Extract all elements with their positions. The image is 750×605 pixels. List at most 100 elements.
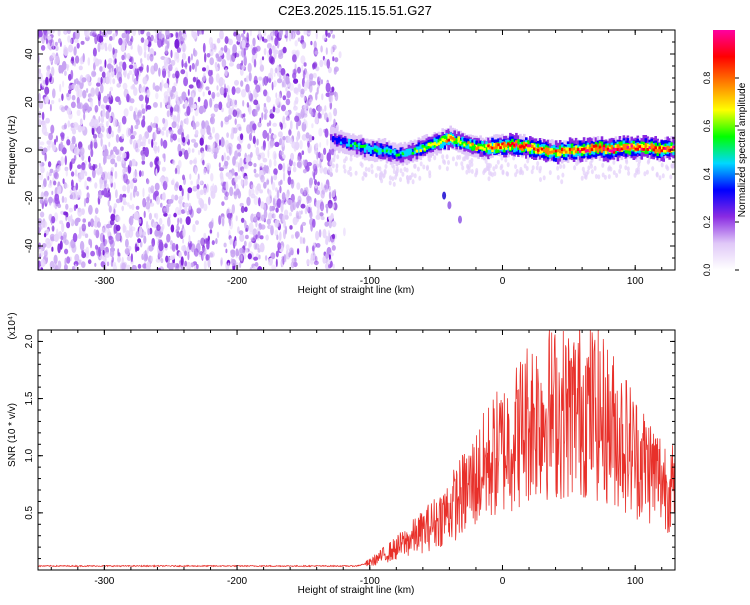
signal-cell <box>515 143 518 147</box>
halo-blob <box>392 181 396 187</box>
noise-blob <box>167 95 171 106</box>
noise-blob <box>137 238 142 244</box>
noise-blob <box>157 145 160 153</box>
halo-blob <box>561 172 565 178</box>
signal-cell <box>345 143 349 147</box>
noise-blob <box>275 258 278 268</box>
noise-blob <box>50 100 55 105</box>
signal-cell <box>513 143 516 147</box>
noise-blob <box>311 136 315 141</box>
signal-cell <box>578 146 582 153</box>
noise-blob <box>289 212 292 217</box>
signal-cell <box>582 147 586 154</box>
noise-blob <box>219 30 224 40</box>
noise-blob <box>219 167 224 172</box>
noise-blob <box>231 204 235 214</box>
noise-blob <box>268 72 272 80</box>
noise-blob <box>146 31 151 38</box>
noise-blob <box>231 258 236 267</box>
noise-blob <box>178 159 182 169</box>
signal-cell <box>409 149 413 153</box>
noise-blob <box>316 87 319 95</box>
snr-ytick-label: 1.5 <box>24 391 35 405</box>
noise-blob <box>263 48 267 56</box>
noise-blob <box>148 186 151 193</box>
noise-blob <box>157 230 163 239</box>
noise-blob <box>118 37 123 46</box>
halo-blob <box>391 176 395 182</box>
noise-blob <box>274 219 279 228</box>
noise-blob <box>126 255 132 261</box>
noise-blob <box>268 48 272 56</box>
noise-blob <box>139 241 143 248</box>
noise-blob <box>133 110 136 120</box>
noise-blob <box>279 150 284 156</box>
noise-blob <box>53 202 56 208</box>
noise-blob <box>75 182 79 191</box>
noise-blob <box>196 105 200 111</box>
noise-blob <box>281 79 287 88</box>
noise-blob <box>256 138 259 146</box>
noise-blob <box>55 135 59 143</box>
noise-blob <box>252 228 258 237</box>
noise-blob <box>273 159 277 167</box>
noise-blob <box>130 134 136 140</box>
noise-blob <box>175 32 179 38</box>
signal-cell <box>634 147 638 151</box>
noise-blob <box>150 255 154 262</box>
noise-blob <box>49 103 52 112</box>
noise-blob <box>248 161 253 167</box>
noise-blob <box>232 109 238 117</box>
noise-blob <box>70 192 76 200</box>
noise-blob <box>290 152 294 161</box>
noise-blob <box>141 170 144 177</box>
halo-blob <box>536 161 540 166</box>
noise-blob <box>75 204 78 209</box>
noise-blob <box>70 171 75 177</box>
noise-blob <box>116 83 121 88</box>
noise-blob <box>225 191 229 197</box>
noise-blob <box>200 180 203 185</box>
noise-blob <box>67 216 72 222</box>
noise-blob <box>290 249 294 256</box>
noise-blob <box>301 221 307 226</box>
snr-xtick-label: 0 <box>500 576 506 587</box>
snr-series-line <box>38 330 675 568</box>
halo-blob <box>443 160 447 165</box>
noise-blob <box>265 234 269 241</box>
noise-blob <box>114 32 117 37</box>
halo-blob <box>364 172 368 178</box>
signal-cell <box>521 144 524 151</box>
noise-blob <box>322 34 327 41</box>
noise-blob <box>43 250 48 257</box>
noise-blob <box>236 63 241 70</box>
noise-blob <box>142 197 147 208</box>
noise-blob <box>74 169 78 177</box>
noise-blob <box>309 73 314 80</box>
noise-blob <box>253 256 259 261</box>
spectrogram-heatmap <box>38 30 675 270</box>
noise-blob <box>315 214 321 220</box>
signal-cell <box>533 147 536 151</box>
halo-blob <box>406 175 409 180</box>
noise-blob <box>239 109 242 118</box>
signal-cell <box>473 146 476 149</box>
noise-blob <box>210 185 214 194</box>
halo-blob <box>470 162 474 167</box>
signal-cell <box>574 150 578 154</box>
noise-blob <box>324 221 330 227</box>
noise-blob <box>184 250 188 257</box>
noise-blob <box>179 217 183 225</box>
noise-blob <box>333 150 336 158</box>
noise-blob <box>128 64 134 70</box>
halo-blob <box>500 155 504 161</box>
signal-cell <box>564 150 568 154</box>
noise-blob <box>92 47 97 57</box>
spectrogram-ytick-label: -20 <box>24 190 35 205</box>
noise-blob <box>112 264 117 270</box>
noise-blob <box>73 46 77 56</box>
noise-blob <box>139 30 145 35</box>
halo-blob <box>646 159 650 165</box>
spectrogram-ytick-label: 40 <box>24 48 35 60</box>
noise-blob <box>208 75 214 85</box>
